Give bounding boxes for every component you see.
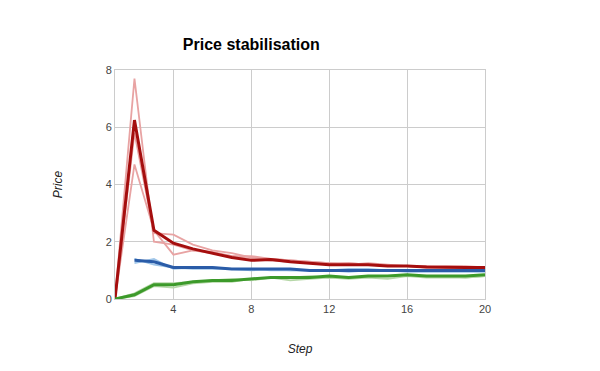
svg-text:2: 2 <box>106 236 112 248</box>
svg-text:8: 8 <box>106 64 112 76</box>
svg-text:Price stabilisation: Price stabilisation <box>183 36 320 53</box>
svg-text:12: 12 <box>323 303 335 315</box>
svg-text:20: 20 <box>479 303 491 315</box>
svg-text:Step: Step <box>288 342 313 356</box>
svg-text:0: 0 <box>106 293 112 305</box>
svg-text:Price: Price <box>51 171 65 199</box>
svg-text:8: 8 <box>248 303 254 315</box>
svg-text:4: 4 <box>170 303 176 315</box>
svg-text:4: 4 <box>106 178 112 190</box>
svg-text:6: 6 <box>106 121 112 133</box>
svg-text:16: 16 <box>401 303 413 315</box>
